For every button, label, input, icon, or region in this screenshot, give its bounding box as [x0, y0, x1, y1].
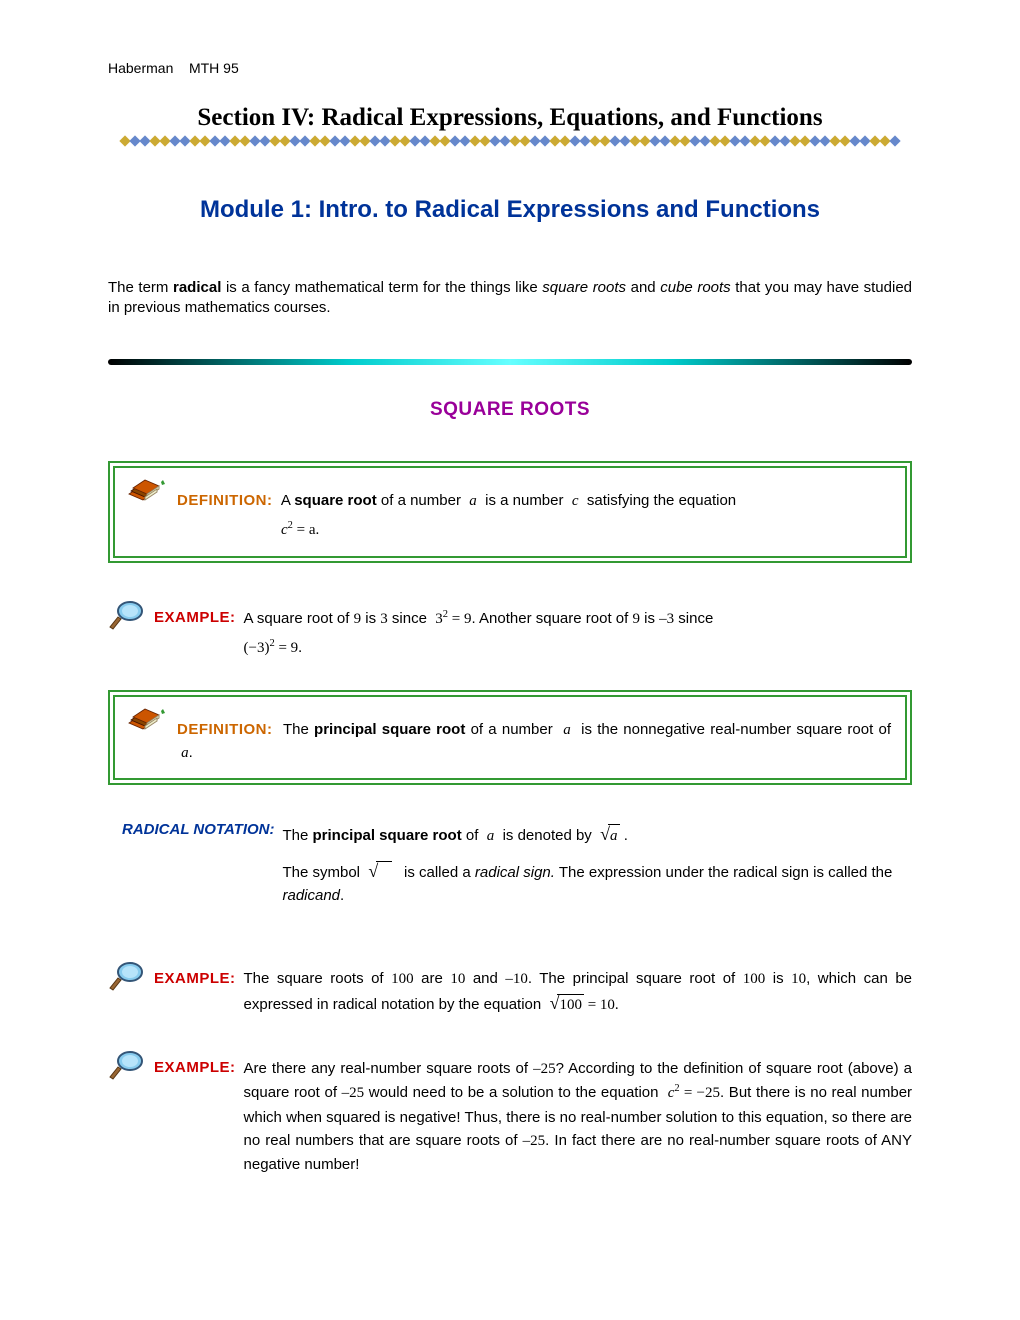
notation-line2: The symbol √ is called a radical sign. T…: [282, 858, 912, 908]
definition-box: DEFINITION: A square root of a number a …: [108, 461, 912, 563]
example-label: EXAMPLE:: [154, 1047, 236, 1076]
magnify-icon: [108, 597, 152, 633]
author: Haberman: [108, 60, 173, 76]
example-label: EXAMPLE:: [154, 958, 236, 987]
notation-line1: The principal square root of a is denote…: [282, 821, 912, 848]
section-title: Section IV: Radical Expressions, Equatio…: [108, 104, 912, 132]
books-icon: [125, 701, 169, 739]
notation-label: RADICAL NOTATION:: [122, 821, 274, 838]
example-block: EXAMPLE: The square roots of 100 are 10 …: [108, 958, 912, 1018]
definition-label: DEFINITION:: [177, 492, 273, 509]
gradient-divider: [108, 359, 912, 365]
section-heading: SQUARE ROOTS: [108, 399, 912, 421]
diamond-divider: [108, 134, 912, 148]
books-icon: [125, 472, 169, 510]
page-header: Haberman MTH 95: [108, 60, 912, 76]
magnify-icon: [108, 1047, 152, 1083]
course: MTH 95: [189, 60, 239, 76]
definition-label: DEFINITION:: [177, 721, 273, 738]
example-label: EXAMPLE:: [154, 597, 236, 626]
definition-box: DEFINITION: The principal square root of…: [108, 690, 912, 785]
intro-paragraph: The term radical is a fancy mathematical…: [108, 278, 912, 319]
example-block: EXAMPLE: Are there any real-number squar…: [108, 1047, 912, 1176]
notation-block: RADICAL NOTATION: The principal square r…: [122, 821, 912, 918]
example-block: EXAMPLE: A square root of 9 is 3 since 3…: [108, 597, 912, 661]
module-title: Module 1: Intro. to Radical Expressions …: [108, 196, 912, 224]
magnify-icon: [108, 958, 152, 994]
